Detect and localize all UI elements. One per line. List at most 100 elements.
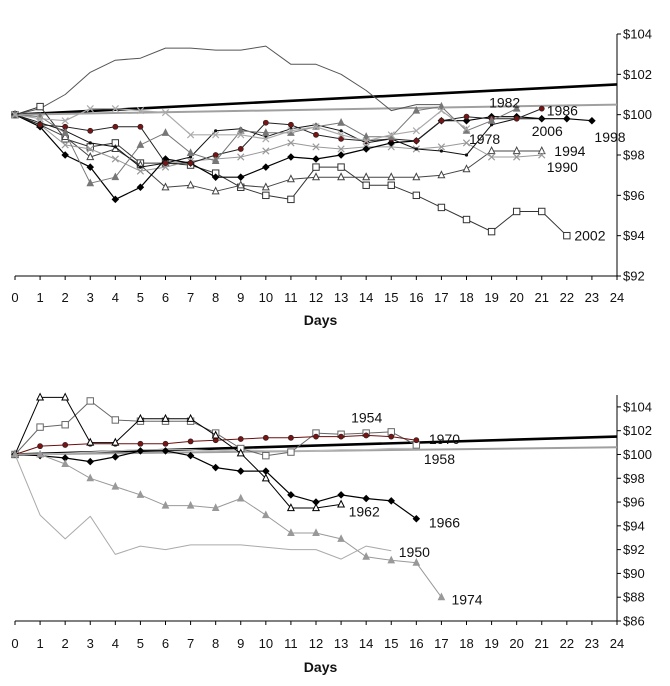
series-line: [14, 83, 618, 116]
data-point: [161, 413, 170, 422]
series-label: 1954: [351, 410, 382, 426]
data-point: [211, 503, 220, 512]
data-point: [439, 149, 444, 153]
x-tick-label: 23: [585, 290, 599, 305]
data-point: [538, 151, 546, 159]
data-point: [112, 123, 119, 130]
data-point: [487, 116, 496, 124]
data-point: [538, 105, 545, 112]
data-point: [136, 447, 145, 455]
x-tick-label: 6: [162, 290, 169, 305]
data-point: [362, 494, 370, 503]
data-point: [462, 116, 471, 125]
x-tick-label: 13: [334, 636, 348, 651]
data-point: [412, 172, 421, 181]
series-label: 1958: [424, 451, 455, 467]
bottom-chart-panel: 0 1 2 3 4 5 6 7 8 9 10 11 12 13 14 15 16 17 18 19 20 21 22 23 24…: [10, 392, 652, 675]
x-tick-label: 14: [359, 636, 373, 651]
data-point: [311, 172, 321, 181]
data-point: [387, 172, 396, 181]
x-tick-label: 1: [36, 636, 43, 651]
data-point: [513, 115, 520, 122]
y-tick-label: $98: [623, 471, 645, 486]
x-tick-label: 19: [484, 290, 498, 305]
series-1950: 1950: [14, 454, 430, 560]
data-point: [312, 123, 320, 131]
data-point: [437, 107, 446, 115]
data-point: [462, 125, 471, 133]
data-point: [412, 105, 421, 114]
data-point: [36, 449, 44, 458]
data-point: [137, 123, 144, 130]
x-tick-label: 23: [585, 636, 599, 651]
data-point: [312, 498, 320, 506]
y-tick-label: $98: [623, 148, 645, 163]
data-point: [111, 195, 120, 204]
data-point: [563, 231, 571, 240]
data-point: [214, 129, 218, 133]
data-point: [86, 437, 95, 446]
data-point: [61, 117, 69, 125]
data-point: [211, 173, 220, 181]
data-point: [362, 172, 371, 181]
data-point: [261, 510, 270, 519]
data-point: [311, 503, 321, 512]
data-point: [312, 155, 320, 163]
data-point: [211, 156, 220, 165]
data-point: [437, 101, 446, 110]
data-point: [537, 146, 546, 155]
data-point: [136, 490, 145, 498]
x-tick-label: 8: [212, 636, 219, 651]
data-point: [111, 481, 120, 490]
data-point: [387, 131, 395, 139]
data-point: [186, 180, 195, 189]
x-tick-label: 5: [137, 290, 144, 305]
data-point: [237, 153, 245, 161]
x-tick-label: 8: [212, 290, 219, 305]
data-point: [186, 148, 195, 156]
series-label: 2002: [574, 228, 605, 244]
data-point: [86, 397, 94, 405]
data-point: [412, 514, 421, 523]
x-tick-label: 13: [334, 290, 348, 305]
data-point: [437, 592, 446, 601]
data-point: [464, 153, 469, 157]
x-tick-label: 3: [87, 290, 94, 305]
data-point: [236, 448, 245, 457]
data-point: [236, 173, 245, 181]
data-point: [137, 440, 144, 447]
data-point: [337, 163, 345, 171]
y-tick-label: $102: [623, 67, 652, 82]
data-point: [414, 147, 418, 151]
data-point: [338, 433, 344, 440]
series-label: 2006: [532, 123, 563, 139]
data-point: [362, 181, 370, 189]
series-1962: 1962: [10, 392, 380, 520]
series-average: [14, 83, 618, 116]
data-point: [337, 499, 346, 508]
data-point: [387, 143, 395, 151]
data-point: [337, 145, 345, 153]
data-point: [463, 113, 470, 120]
data-point: [237, 146, 244, 152]
data-point: [86, 145, 94, 153]
data-point: [236, 467, 245, 475]
data-point: [287, 448, 295, 456]
y-tick-label: $102: [623, 423, 652, 438]
data-point: [312, 143, 320, 151]
data-point: [211, 186, 220, 195]
series-line: [14, 396, 342, 509]
data-point: [212, 131, 220, 139]
data-point: [261, 128, 270, 136]
series-1958: 1958: [15, 447, 455, 467]
data-point: [262, 191, 270, 200]
series-line: [14, 114, 542, 172]
data-point: [337, 118, 345, 126]
series-2002: 2002: [11, 102, 606, 244]
data-point: [362, 145, 370, 153]
data-point: [262, 147, 270, 155]
x-tick-label: 5: [137, 636, 144, 651]
data-point: [187, 438, 194, 445]
series-label: 1950: [399, 544, 430, 560]
x-tick-label: 0: [11, 290, 18, 305]
